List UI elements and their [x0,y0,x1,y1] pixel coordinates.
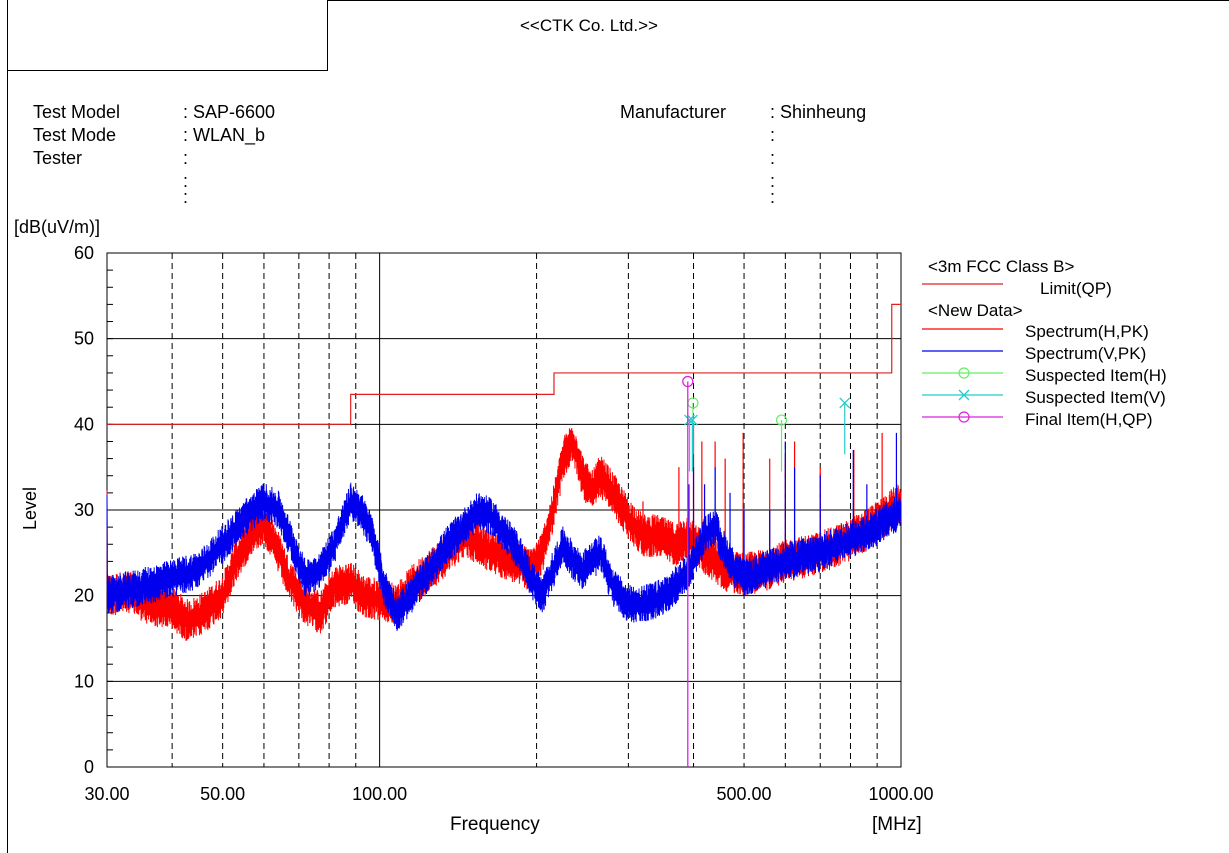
spectrum-v-trace [106,482,902,631]
manufacturer-dots-3: : [770,171,776,191]
page-frame-left [7,0,8,853]
company-title: <<CTK Co. Ltd.>> [520,16,658,35]
manufacturer-label: Manufacturer [620,102,727,122]
suspected-v-marker [839,397,851,409]
y-tick-label: 40 [74,414,94,434]
tester-dots: : [183,171,189,191]
suspected-v-marker [686,414,698,426]
tester-dots-2: : [183,187,189,207]
page-frame-top [327,0,1229,1]
legend-spectrum-h-label: Spectrum(H,PK) [1025,322,1149,341]
limit-line [107,303,901,425]
legend-suspected-v-label: Suspected Item(V) [1025,388,1166,407]
legend-spectrum-v-label: Spectrum(V,PK) [1025,344,1146,363]
test-mode-label: Test Mode [33,125,117,145]
legend-limit-label: Limit(QP) [1040,279,1112,298]
legend-suspected-v-marker [958,389,970,401]
header-logo-box [7,0,328,71]
test-model-value: : SAP-6600 [183,102,276,122]
legend-final-h-marker [958,411,970,423]
final-h-marker [682,375,694,388]
manufacturer-dots-2: : [770,148,776,168]
y-tick-label: 30 [74,500,94,520]
y-tick-label: 60 [74,243,94,263]
tester-label: Tester [33,148,83,168]
legend-suspected-h-marker [958,367,970,379]
y-tick-label: 0 [84,757,94,777]
x-tick-label: 30.00 [84,784,129,804]
x-unit-label: [MHz] [872,814,922,835]
test-model-label: Test Model [33,102,121,122]
manufacturer-dots-4: : [770,187,776,207]
x-axis-label: Frequency [450,814,540,835]
suspected-h-marker [775,414,788,426]
legend-final-h-label: Final Item(H,QP) [1025,410,1153,429]
tester-value: : [183,148,189,168]
test-mode-value: : WLAN_b [183,125,266,145]
manufacturer-value: : Shinheung [770,102,867,122]
y-unit-label: [dB(uV/m)] [14,217,101,237]
x-tick-label: 1000.00 [868,784,933,804]
x-tick-label: 50.00 [200,784,245,804]
legend-group-newdata: <New Data> [928,301,1023,320]
legend-suspected-h-label: Suspected Item(H) [1025,366,1167,385]
x-tick-label: 100.00 [352,784,407,804]
y-tick-label: 50 [74,329,94,349]
x-tick-label: 500.00 [717,784,772,804]
manufacturer-dots: : [770,125,776,145]
y-tick-label: 10 [74,671,94,691]
legend-group-fcc: <3m FCC Class B> [928,257,1074,276]
y-tick-label: 20 [74,586,94,606]
